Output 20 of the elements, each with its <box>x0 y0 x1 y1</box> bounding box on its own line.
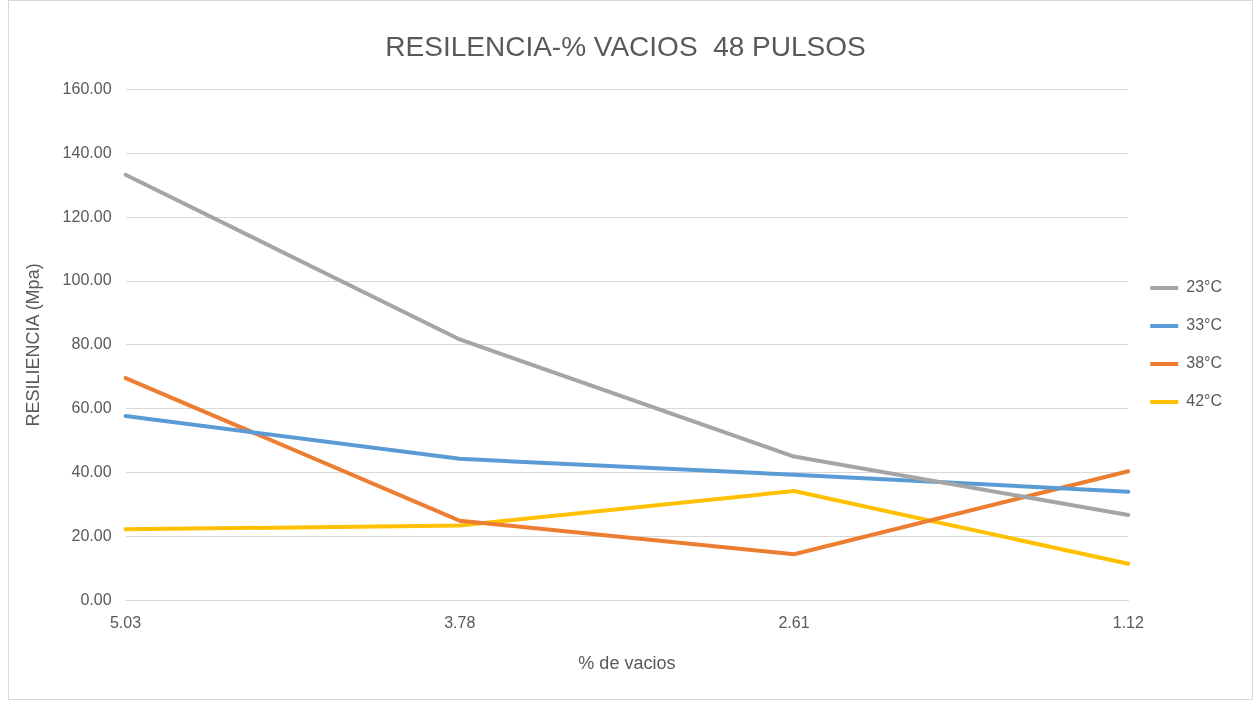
y-tick-label: 160.00 <box>62 80 112 98</box>
legend-label: 38°C <box>1186 354 1222 372</box>
legend-label: 33°C <box>1186 316 1222 334</box>
y-tick-label: 100.00 <box>62 271 112 289</box>
chart-title: RESILENCIA-% VACIOS 48 PULSOS <box>385 30 866 62</box>
y-tick-label: 0.00 <box>80 590 112 608</box>
legend-label: 42°C <box>1186 392 1222 410</box>
legend-label: 23°C <box>1186 278 1222 296</box>
y-tick-label: 60.00 <box>71 399 112 417</box>
y-tick-label: 140.00 <box>62 143 112 161</box>
y-tick-label: 120.00 <box>62 207 112 225</box>
y-tick-label: 40.00 <box>71 462 112 480</box>
y-tick-label: 80.00 <box>71 335 112 353</box>
x-axis-title: % de vacios <box>578 653 676 674</box>
y-tick-label: 20.00 <box>71 526 112 544</box>
x-tick-label: 5.03 <box>109 614 142 632</box>
x-tick-label: 2.61 <box>778 614 810 632</box>
y-axis-title: RESILIENCIA (Mpa) <box>22 263 43 427</box>
x-tick-label: 3.78 <box>444 614 476 632</box>
x-tick-label: 1.12 <box>1112 614 1144 632</box>
